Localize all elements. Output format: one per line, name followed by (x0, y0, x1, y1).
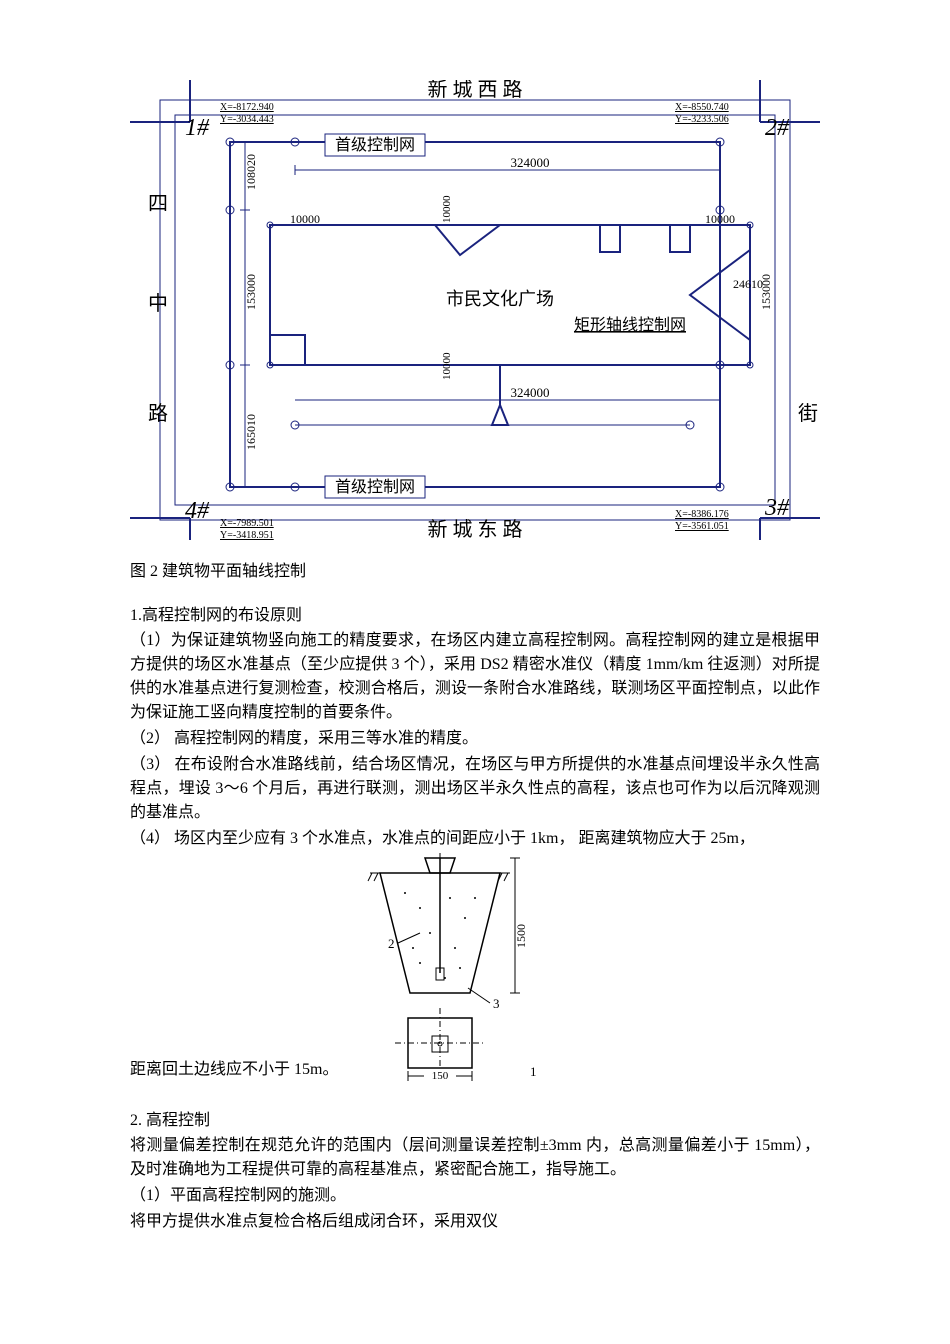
sec1-item-3: （3） 在布设附合水准路线前，结合场区情况，在场区与甲方所提供的水准基点间埋设半… (130, 753, 820, 825)
svg-text:10000: 10000 (441, 195, 453, 223)
svg-text:四: 四 (148, 193, 168, 215)
sec1-item-4: （4） 场区内至少应有 3 个水准点，水准点的间距应小于 1km， 距离建筑物应… (130, 827, 820, 851)
svg-text:2: 2 (388, 936, 395, 951)
sec1-item-2: （2） 高程控制网的精度，采用三等水准的精度。 (130, 727, 820, 751)
svg-text:路: 路 (148, 402, 168, 425)
road-bottom-label: 新 城 东 路 (428, 518, 523, 540)
svg-text:首级控制网: 首级控制网 (335, 136, 415, 154)
section-1-title: 1.高程控制网的布设原则 (130, 601, 820, 625)
svg-text:X=-7989.501: X=-7989.501 (220, 518, 274, 529)
svg-text:Y=-3034.443: Y=-3034.443 (220, 114, 274, 125)
svg-text:165010: 165010 (244, 414, 258, 450)
svg-text:X=-8386.176: X=-8386.176 (675, 509, 729, 520)
figure-1-caption: 图 2 建筑物平面轴线控制 (130, 557, 820, 581)
sec1-item-1: （1）为保证建筑物竖向施工的精度要求，在场区内建立高程控制网。高程控制网的建立是… (130, 629, 820, 725)
section-2-title: 2. 高程控制 (130, 1106, 820, 1130)
svg-text:10000: 10000 (705, 212, 735, 226)
svg-text:中: 中 (148, 292, 168, 315)
svg-text:Y=-3233.506: Y=-3233.506 (675, 114, 729, 125)
sec2-p2: （1）平面高程控制网的施测。 (130, 1184, 820, 1208)
corner-1: 1# (185, 115, 210, 141)
svg-text:150: 150 (432, 1070, 449, 1082)
sec2-p3: 将甲方提供水准点复检合格后组成闭合环，采用双仪 (130, 1210, 820, 1234)
svg-text:X=-8172.940: X=-8172.940 (220, 102, 274, 113)
road-top-label: 新 城 西 路 (428, 80, 523, 101)
sec1-tail: 距离回土边线应不小于 15m。 (130, 1058, 338, 1082)
svg-text:Y=-3561.051: Y=-3561.051 (675, 521, 729, 532)
svg-text:Y=-3418.951: Y=-3418.951 (220, 530, 274, 540)
corner-4: 4# (185, 498, 210, 524)
sec2-p1: 将测量偏差控制在规范允许的范围内（层间测量误差控制±3mm 内，总高测量偏差小于… (130, 1134, 820, 1182)
svg-text:324000: 324000 (511, 385, 550, 400)
rect-net-label: 矩形轴线控制网 (574, 316, 686, 334)
svg-text:324000: 324000 (511, 155, 550, 170)
svg-text:X=-8550.740: X=-8550.740 (675, 102, 729, 113)
svg-text:1500: 1500 (514, 924, 528, 948)
svg-text:10000: 10000 (441, 352, 453, 380)
svg-text:1: 1 (530, 1064, 537, 1079)
svg-text:3: 3 (493, 996, 500, 1011)
plaza-label: 市民文化广场 (446, 289, 554, 309)
svg-text:108020: 108020 (244, 154, 258, 190)
figure-site-plan: 新 城 西 路 新 城 东 路 四 中 路 街 1# 2# 3# 4# X=-8… (130, 80, 820, 545)
svg-text:街: 街 (798, 402, 818, 425)
svg-text:153000: 153000 (759, 274, 773, 310)
svg-text:首级控制网: 首级控制网 (335, 478, 415, 496)
svg-text:10000: 10000 (290, 212, 320, 226)
svg-text:153000: 153000 (244, 274, 258, 310)
figure-benchmark-detail: 2 3 1 1500 (350, 853, 560, 1088)
corner-3: 3# (764, 495, 790, 521)
corner-2: 2# (765, 115, 790, 141)
